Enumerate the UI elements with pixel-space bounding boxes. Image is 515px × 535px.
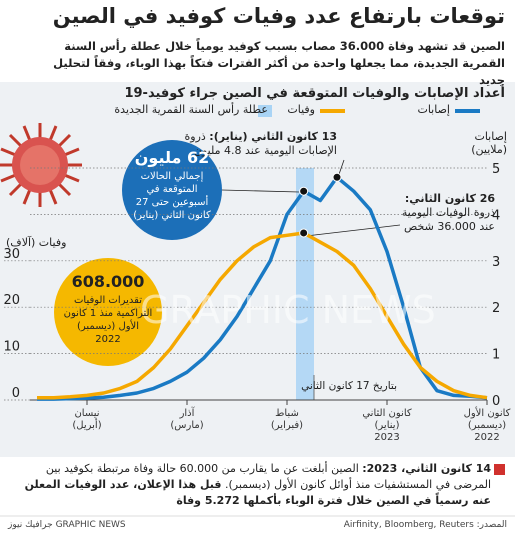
legend-label: وفيات — [287, 103, 315, 116]
legend-label: عطلة رأس السنة القمرية الجديدة — [114, 103, 268, 116]
y2-tick-label: 3 — [492, 255, 500, 270]
footnote-text: الصين أبلغت عن ما يقارب من 60.000 حالة و… — [45, 462, 491, 491]
x-tick-label: شباط (فبراير) — [270, 408, 304, 431]
chart-title: أعداد الإصابات والوفيات المتوقعة في الصي… — [124, 86, 505, 101]
footnote: 14 كانون الثاني، 2023: الصين أبلغت عن ما… — [13, 461, 491, 509]
footnote-bold: قبل هذا الإعلان، عدد الوفيات المعلن عنه … — [24, 478, 491, 507]
annotation-infection-peak: 13 كانون الثاني (يناير): ذروة الإصابات ا… — [167, 130, 338, 158]
peak-dot — [299, 186, 309, 196]
callout-circle-deaths — [54, 258, 162, 366]
credit: GRAPHIC NEWS جرافيك نيوز — [8, 520, 126, 530]
y-label: وفيات (آلاف) — [6, 236, 67, 249]
x-tick-label: كانون الأول (ديسمبر) 2022 — [463, 408, 511, 443]
y2-tick-label: 2 — [492, 301, 500, 316]
annotation-jan17: بتاريخ 17 كانون الثاني — [301, 380, 397, 392]
footnote-date: 14 كانون الثاني، 2023: — [362, 462, 491, 475]
leader-line — [221, 189, 300, 193]
x-tick-label: نيسان (أبريل) — [72, 408, 102, 431]
leader-line — [305, 224, 401, 237]
title: توقعات بارتفاع عدد وفيات كوفيد في الصين — [52, 4, 505, 28]
watermark: GRAPHIC NEWS — [140, 288, 436, 332]
y2-tick-label: 5 — [492, 162, 500, 177]
callout-value: 62 مليون — [134, 148, 210, 167]
holiday-band — [296, 168, 314, 400]
y-tick-label: 0 — [12, 386, 20, 401]
callout-circle-cases — [122, 140, 222, 240]
callout-value: 608.000 — [71, 272, 145, 291]
virus-illustration — [0, 123, 82, 207]
y-tick-label: 20 — [3, 293, 20, 308]
peak-dot — [332, 172, 342, 182]
source: المصدر: Airfinity, Bloomberg, Reuters — [343, 520, 507, 530]
annotation-text: ذروة الإصابات اليومية عند 4.8 مليون — [184, 130, 338, 157]
peak-dot — [299, 228, 309, 238]
legend-label: إصابات — [417, 103, 450, 116]
annotation-date: 13 كانون الثاني (يناير): — [209, 130, 337, 143]
callout-text: إجمالي الحالات المتوقعة في أسبوعين حتى 2… — [133, 171, 211, 221]
y-tick-label: 30 — [3, 247, 20, 262]
y2-label: إصابات (ملايين) — [471, 130, 507, 156]
series-line — [37, 231, 488, 400]
x-tick-label: كانون الثاني (يناير) 2023 — [362, 408, 412, 443]
footnote-marker — [494, 464, 505, 475]
y-tick-label: 10 — [3, 340, 20, 355]
y2-tick-label: 4 — [492, 208, 500, 223]
annotation-text: ذروة الوفيات اليومية عند 36.000 شخص — [401, 206, 495, 233]
y2-tick-label: 1 — [492, 348, 500, 363]
subtitle: الصين قد تشهد وفاة 36.000 مصاب بسبب كوفي… — [53, 39, 505, 87]
annotation-date: 26 كانون الثاني: — [404, 192, 495, 205]
x-tick-label: آذار (مارس) — [170, 408, 204, 431]
callout-text: تقديرات الوفيات التراكمية منذ 1 كانون ال… — [63, 295, 153, 345]
y2-tick-label: 0 — [492, 394, 500, 409]
annotation-death-peak: 26 كانون الثاني: ذروة الوفيات اليومية عند… — [390, 192, 495, 234]
legend-swatch-holiday — [258, 105, 272, 117]
series-line — [37, 175, 488, 401]
